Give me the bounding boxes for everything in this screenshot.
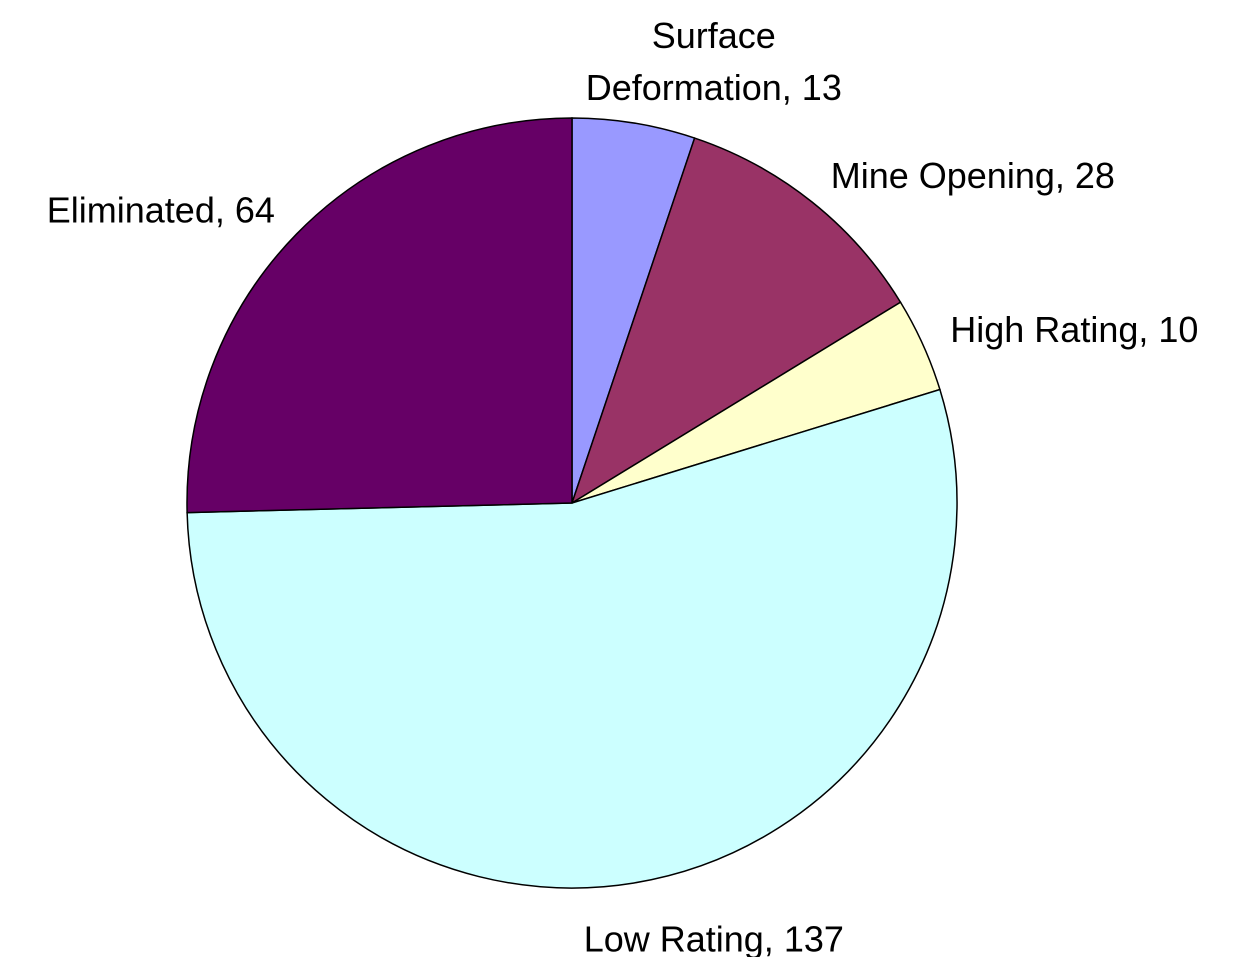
data-label: Surface Deformation, 13 [586,14,842,107]
pie-slice [570,137,902,505]
data-label: High Rating, 10 [950,309,1198,350]
pie-slice [186,388,958,889]
data-label: Eliminated, 64 [47,190,275,231]
data-label: Low Rating, 137 [584,919,844,957]
pie-slice [186,117,573,514]
data-label: Mine Opening, 28 [831,155,1115,196]
